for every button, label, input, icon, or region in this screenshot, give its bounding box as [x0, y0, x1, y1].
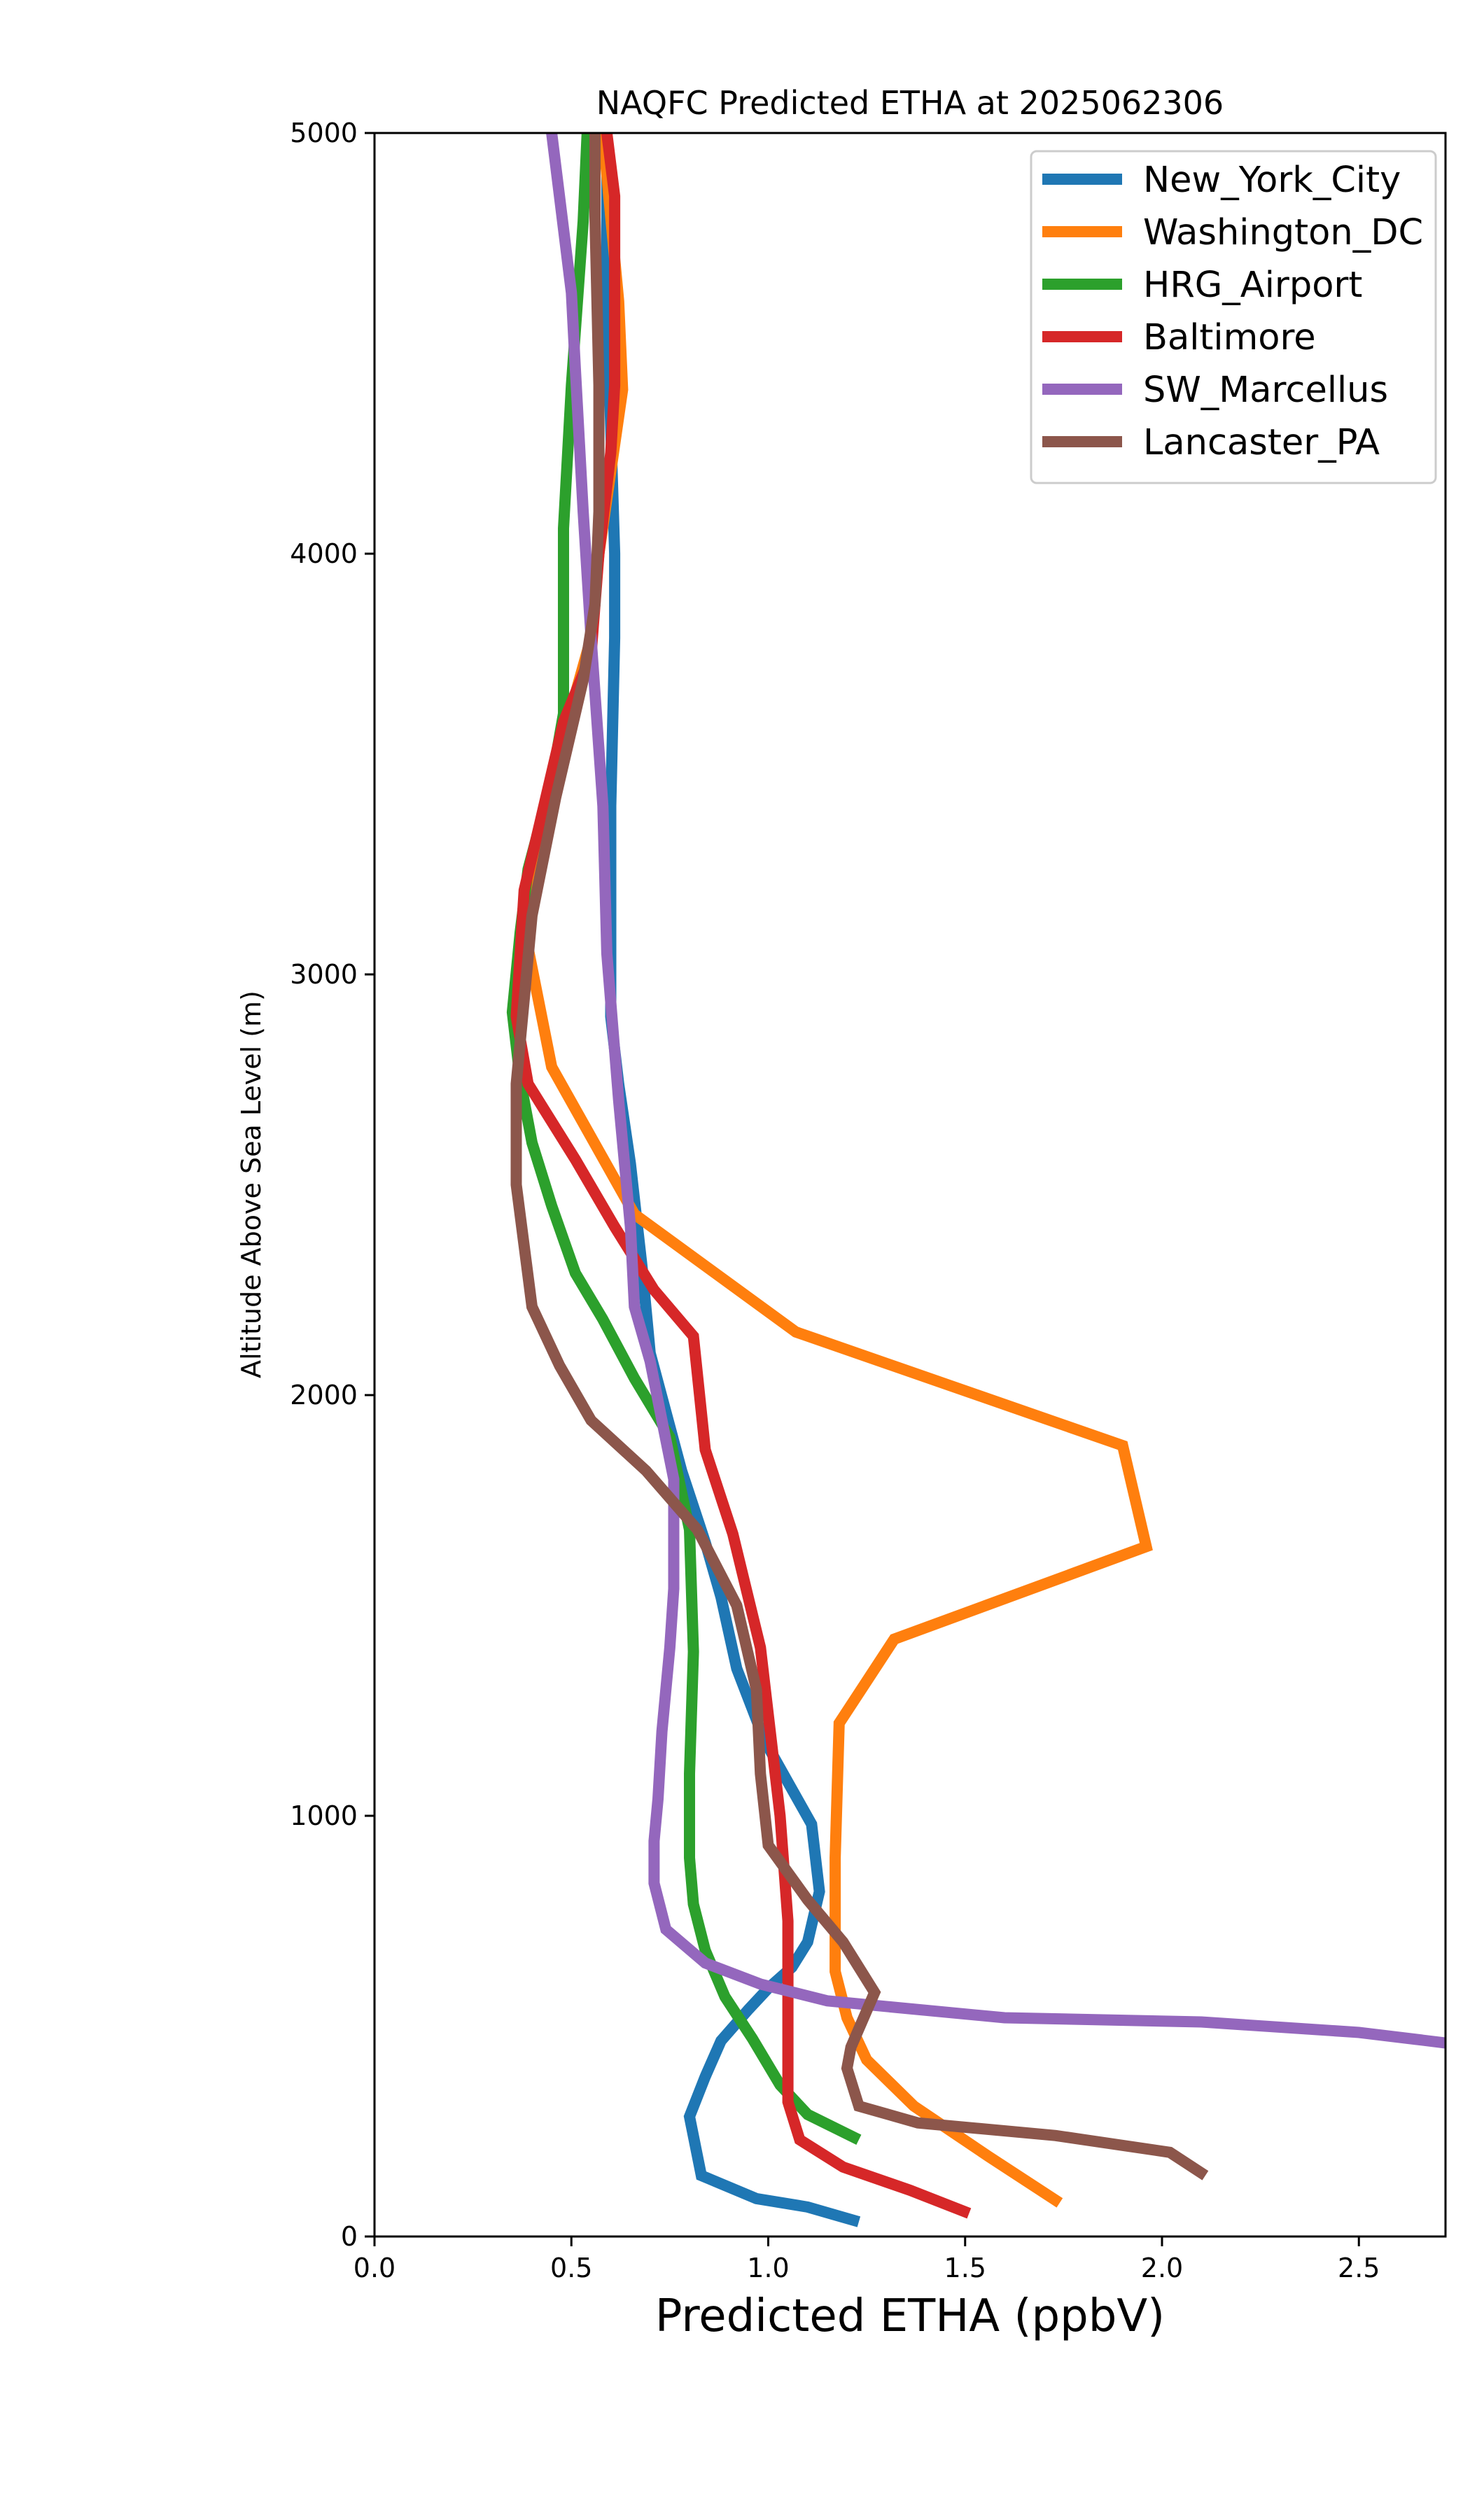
y-tick-label: 4000: [290, 538, 358, 569]
x-axis-label: Predicted ETHA (ppbV): [655, 2290, 1165, 2342]
legend-label: Baltimore: [1143, 317, 1316, 358]
y-tick-label: 0: [341, 2221, 358, 2252]
legend-box: [1030, 150, 1437, 484]
x-tick-label: 2.5: [1338, 2253, 1380, 2283]
series-line-baltimore: [510, 133, 972, 2219]
legend-label: Washington_DC: [1143, 212, 1423, 253]
y-tick-label: 3000: [290, 959, 358, 990]
y-tick-label: 2000: [290, 1380, 358, 1410]
plot-frame: [373, 132, 1447, 2238]
x-tick-label: 0.5: [550, 2253, 592, 2283]
y-tick-label: 5000: [290, 118, 358, 148]
y-axis-label: Altitude Above Sea Level (m): [236, 990, 267, 1378]
x-tick-label: 0.0: [354, 2253, 396, 2283]
series-layer: [506, 133, 1446, 2227]
chart-title: NAQFC Predicted ETHA at 2025062306: [596, 84, 1224, 122]
y-tick-label: 1000: [290, 1800, 358, 1831]
legend-label: New_York_City: [1143, 160, 1401, 201]
legend-label: HRG_Airport: [1143, 265, 1362, 306]
x-tick-label: 2.0: [1141, 2253, 1183, 2283]
x-axis: 0.0 0.5 1.0 1.5 2.0 2.5: [354, 2236, 1380, 2283]
x-tick-label: 1.0: [747, 2253, 789, 2283]
x-tick-label: 1.5: [944, 2253, 986, 2283]
legend-label: Lancaster_PA: [1143, 422, 1380, 463]
legend: New_York_City Washington_DC HRG_Airport Bal…: [1030, 150, 1437, 484]
legend-label: SW_Marcellus: [1143, 370, 1388, 411]
series-line-lancaster-pa: [510, 133, 1209, 2180]
series-line-sw-marcellus: [546, 133, 1446, 2049]
y-axis: 0 1000 2000 3000 4000 5000: [290, 118, 374, 2252]
